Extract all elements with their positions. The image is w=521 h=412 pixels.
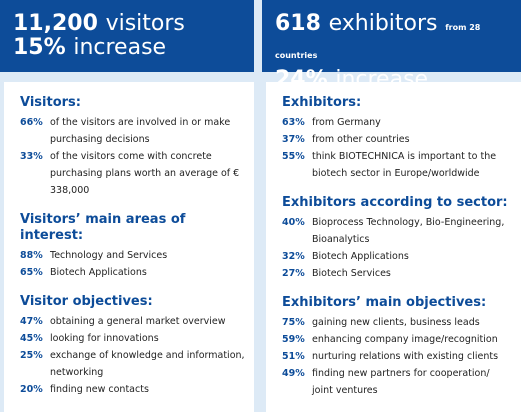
item-percentage: 55% [282,151,305,162]
item-text: Biotech Applications [312,251,409,262]
list-item: 25% exchange of knowledge and information… [20,347,246,381]
exhibitors-label: exhibitors [328,11,438,36]
exhibitors-column: 618 exhibitors from 28 countries 24% inc… [262,0,521,412]
list-item: 75% gaining new clients, business leads [282,314,513,331]
item-text: nurturing relations with existing client… [312,351,499,362]
item-percentage: 20% [20,384,43,395]
item-percentage: 37% [282,134,305,145]
item-text: enhancing company image/recognition [312,334,498,345]
section-title: Exhibitors: [282,95,362,110]
list-item: 47% obtaining a general market overview [20,313,246,330]
visitors-increase-pct: 15% [13,35,66,60]
item-text: of the visitors are involved in or make … [50,117,231,145]
left-section: Visitor objectives: 47% obtaining a genera… [20,294,246,398]
item-text: gaining new clients, business leads [312,317,480,328]
visitors-increase-label: increase [73,35,167,60]
item-percentage: 65% [20,267,43,278]
item-percentage: 88% [20,250,43,261]
item-text: finding new contacts [50,384,149,395]
item-percentage: 32% [282,251,305,262]
section-title: Visitor objectives: [20,294,153,309]
list-item: 55% think BIOTECHNICA is important to the… [282,148,513,182]
item-percentage: 27% [282,268,305,279]
visitors-count: 11,200 [13,11,98,36]
list-item: 20% finding new contacts [20,381,246,398]
exhibitors-countries: from 28 countries [275,23,481,60]
item-percentage: 49% [282,368,305,379]
item-text: of the visitors come with concrete purch… [50,151,240,196]
item-text: Biotech Services [312,268,391,279]
list-item: 66% of the visitors are involved in or ma… [20,114,246,148]
list-item: 45% looking for innovations [20,330,246,347]
right-section: Exhibitors’ main objectives: 75% gaining n… [282,295,513,399]
list-item: 40% Bioprocess Technology, Bio-Engineerin… [282,214,513,248]
item-text: Bioprocess Technology, Bio-Engineering, … [312,217,505,245]
section-title: Exhibitors according to sector: [282,195,508,210]
list-item: 59% enhancing company image/recognition [282,331,513,348]
item-percentage: 25% [20,350,43,361]
visitors-label: visitors [105,11,185,36]
item-text: Biotech Applications [50,267,147,278]
exhibitors-card: Exhibitors: 63% from Germany 37% from other … [266,82,521,412]
section-title: Visitors’ main areas of interest: [20,212,186,243]
item-percentage: 63% [282,117,305,128]
section-title: Visitors: [20,95,81,110]
item-text: finding new partners for cooperation/ jo… [312,368,490,396]
list-item: 49% finding new partners for cooperation/… [282,365,513,399]
item-text: Technology and Services [50,250,168,261]
right-section: Exhibitors according to sector: 40% Biopro… [282,195,513,282]
visitors-card: Visitors: 66% of the visitors are involved… [4,82,254,412]
item-text: obtaining a general market overview [50,316,226,327]
section-title: Exhibitors’ main objectives: [282,295,487,310]
item-percentage: 66% [20,117,43,128]
item-percentage: 33% [20,151,43,162]
list-item: 65% Biotech Applications [20,264,246,281]
list-item: 63% from Germany [282,114,513,131]
list-item: 27% Biotech Services [282,265,513,282]
item-text: think BIOTECHNICA is important to the bi… [312,151,497,179]
item-percentage: 47% [20,316,43,327]
list-item: 51% nurturing relations with existing cli… [282,348,513,365]
visitors-column: 11,200 visitors 15% increase Visitors: 66… [0,0,254,412]
list-item: 32% Biotech Applications [282,248,513,265]
visitors-banner: 11,200 visitors 15% increase [0,0,254,72]
list-item: 88% Technology and Services [20,247,246,264]
item-percentage: 75% [282,317,305,328]
item-text: looking for innovations [50,333,159,344]
left-section: Visitors: 66% of the visitors are involved… [20,95,246,199]
right-section: Exhibitors: 63% from Germany 37% from other … [282,95,513,182]
item-text: from other countries [312,134,410,145]
item-text: exchange of knowledge and information, n… [50,350,245,378]
list-item: 33% of the visitors come with concrete pu… [20,148,246,199]
item-percentage: 51% [282,351,305,362]
list-item: 37% from other countries [282,131,513,148]
item-text: from Germany [312,117,381,128]
exhibitors-count: 618 [275,11,321,36]
left-section: Visitors’ main areas of interest: 88% Tech… [20,212,246,281]
item-percentage: 40% [282,217,305,228]
item-percentage: 45% [20,333,43,344]
item-percentage: 59% [282,334,305,345]
exhibitors-banner: 618 exhibitors from 28 countries 24% inc… [262,0,521,92]
